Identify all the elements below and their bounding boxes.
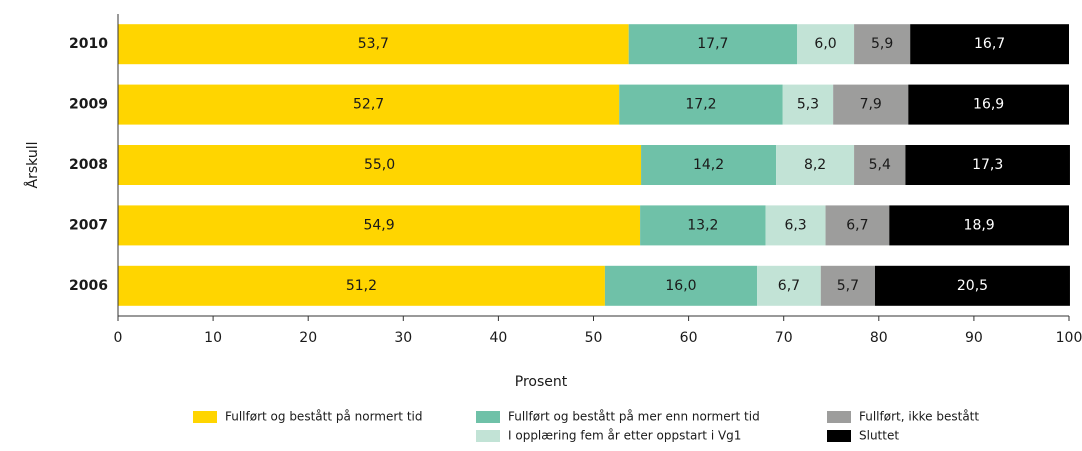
data-label: 5,7 — [837, 278, 859, 294]
bar-segment — [776, 145, 855, 185]
x-axis-label: Prosent — [515, 374, 568, 390]
data-label: 20,5 — [957, 278, 988, 294]
x-tick-label: 10 — [204, 330, 222, 346]
data-label: 6,3 — [784, 217, 806, 233]
y-tick-label: 2009 — [69, 97, 108, 113]
x-tick-label: 40 — [489, 330, 507, 346]
data-label: 5,4 — [869, 157, 891, 173]
bar-segment — [797, 24, 855, 65]
bar-segment — [604, 265, 758, 306]
legend-swatch — [827, 430, 851, 442]
data-label: 17,2 — [685, 97, 716, 113]
legend-swatch — [827, 411, 851, 423]
legend-label: Fullført, ikke bestått — [859, 410, 979, 424]
bar-segment — [118, 84, 620, 125]
x-tick-label: 70 — [775, 330, 793, 346]
data-label: 6,7 — [778, 278, 800, 294]
legend-label: Fullført og bestått på mer enn normert t… — [508, 410, 760, 424]
legend-swatch — [193, 411, 217, 423]
data-label: 5,3 — [797, 97, 819, 113]
x-tick-label: 50 — [585, 330, 603, 346]
bar-segment — [889, 205, 1069, 246]
data-label: 5,9 — [871, 36, 893, 52]
bar-segment — [908, 84, 1069, 125]
legend-label: I opplæring fem år etter oppstart i Vg1 — [508, 429, 741, 443]
bar-segment — [910, 24, 1069, 65]
x-tick-label: 100 — [1056, 330, 1082, 346]
legend-swatch — [476, 430, 500, 442]
data-label: 16,0 — [665, 278, 696, 294]
bar-segment — [765, 205, 826, 246]
bar-segment — [118, 205, 641, 246]
bar-segment — [820, 265, 875, 306]
legend-label: Sluttet — [859, 429, 899, 443]
data-label: 6,0 — [814, 36, 836, 52]
data-label: 14,2 — [693, 157, 724, 173]
bar-segment — [641, 145, 777, 185]
bar-segment — [854, 24, 911, 65]
data-label: 7,9 — [860, 97, 882, 113]
data-label: 54,9 — [363, 217, 394, 233]
bar-segment — [757, 265, 821, 306]
data-label: 13,2 — [687, 217, 718, 233]
legend-label: Fullført og bestått på normert tid — [225, 410, 422, 424]
bar-segment — [854, 145, 906, 185]
x-tick-label: 0 — [114, 330, 123, 346]
data-label: 6,7 — [846, 217, 868, 233]
y-tick-label: 2006 — [69, 278, 108, 294]
bar-segment — [825, 205, 890, 246]
data-label: 53,7 — [358, 36, 389, 52]
data-label: 17,7 — [697, 36, 728, 52]
bar-segment — [874, 265, 1070, 306]
bar-segment — [782, 84, 834, 125]
data-label: 8,2 — [804, 157, 826, 173]
x-tick-label: 60 — [680, 330, 698, 346]
data-label: 52,7 — [353, 97, 384, 113]
bar-segment — [905, 145, 1070, 185]
bar-segment — [619, 84, 783, 125]
y-tick-label: 2010 — [69, 36, 108, 52]
x-tick-label: 30 — [394, 330, 412, 346]
x-tick-label: 20 — [299, 330, 317, 346]
data-label: 17,3 — [972, 157, 1003, 173]
y-tick-label: 2008 — [69, 157, 108, 173]
data-label: 16,9 — [973, 97, 1004, 113]
data-label: 18,9 — [964, 217, 995, 233]
bar-segment — [833, 84, 909, 125]
x-tick-label: 80 — [870, 330, 888, 346]
legend-swatch — [476, 411, 500, 423]
bar-segment — [118, 145, 642, 185]
data-label: 16,7 — [974, 36, 1005, 52]
bar-segment — [628, 24, 798, 65]
bar-segment — [118, 24, 629, 65]
x-tick-label: 90 — [965, 330, 983, 346]
bar-segment — [118, 265, 605, 306]
data-label: 55,0 — [364, 157, 395, 173]
y-tick-label: 2007 — [69, 217, 108, 233]
data-label: 51,2 — [346, 278, 377, 294]
bar-segment — [640, 205, 766, 246]
y-axis-label: Årskull — [24, 142, 41, 189]
